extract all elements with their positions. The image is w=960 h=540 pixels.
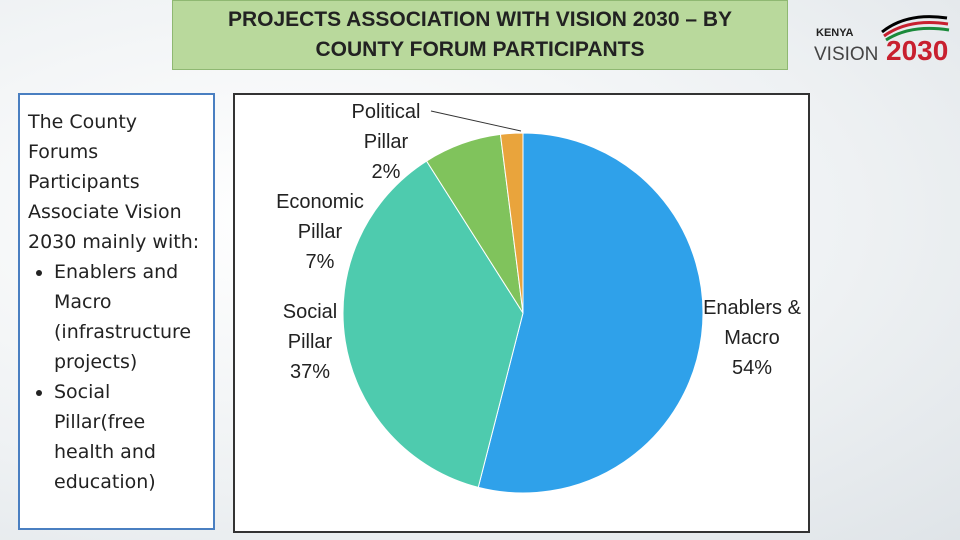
logo-year: 2030 (886, 35, 948, 66)
logo-word: VISION (814, 44, 878, 65)
category-label: Economic Pillar (276, 191, 364, 243)
pie-slice (477, 132, 704, 494)
bullet-list: Enablers and Macro (infrastructure proje… (28, 257, 205, 497)
value-label: 54% (731, 357, 773, 379)
logo-stripe (883, 21, 949, 38)
value-label: 2% (371, 161, 401, 183)
logo-stripe (885, 26, 950, 42)
sidebar-intro: The County Forums Participants Associate… (28, 111, 200, 253)
chart-area: Enablers & Macro 54% Social Pillar 37% Econo… (233, 93, 810, 533)
value-label: 37% (289, 361, 331, 383)
slice-label: Social Pillar 37% (265, 297, 355, 387)
slide-title: PROJECTS ASSOCIATION WITH VISION 2030 – … (172, 0, 788, 70)
slice-label: Enablers & Macro 54% (697, 293, 807, 383)
value-label: 7% (305, 251, 335, 273)
pie-slice (499, 132, 524, 314)
leader-line (430, 110, 522, 132)
category-label: Enablers & Macro (703, 297, 801, 349)
chart (342, 110, 704, 494)
slice-label: Economic Pillar 7% (255, 187, 385, 277)
bullet: Social Pillar(free health and education) (54, 377, 205, 497)
logo: KENYA VISION 2030 (814, 15, 950, 66)
logo-stripe (881, 15, 948, 34)
bullet: Enablers and Macro (infrastructure proje… (54, 257, 205, 377)
slice-label: Political Pillar 2% (331, 97, 441, 187)
category-label: Social Pillar (282, 301, 338, 353)
logo-country: KENYA (816, 27, 854, 39)
sidebar: The County Forums Participants Associate… (18, 93, 215, 530)
category-label: Political Pillar (351, 101, 421, 153)
